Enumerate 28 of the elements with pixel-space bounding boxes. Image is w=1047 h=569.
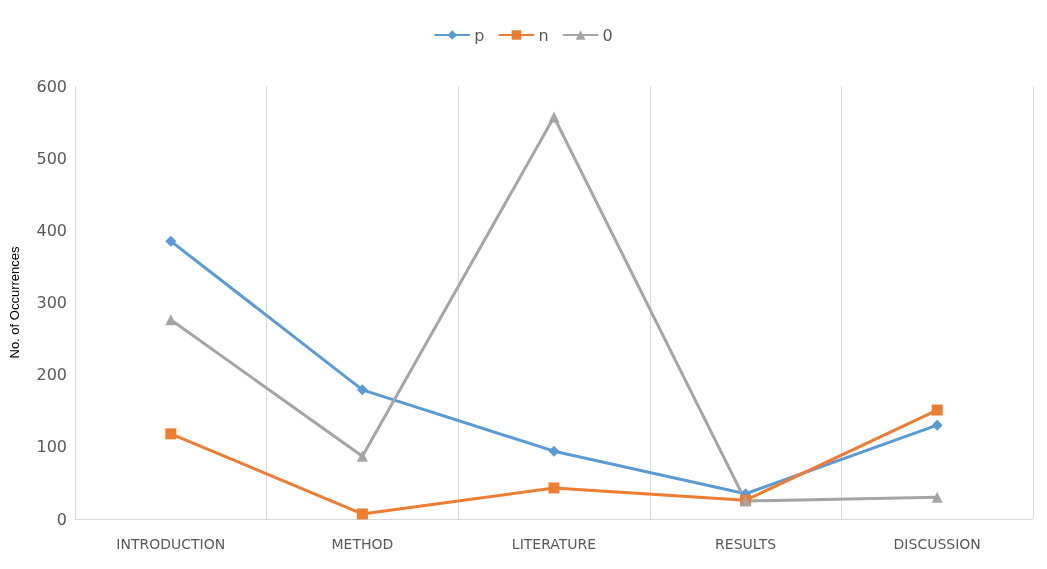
y-tick-label: 600 [36,76,67,96]
point [548,111,560,123]
y-tick-label: 200 [36,365,67,385]
y-tick-label: 100 [36,437,67,457]
y-axis-title: No. of Occurrences [7,246,22,359]
x-tick-label: DISCUSSION [893,536,981,552]
point [165,314,177,326]
y-tick-label: 0 [56,509,67,529]
point [548,445,560,457]
x-tick-label: METHOD [331,536,394,552]
legend-label: p [474,25,485,45]
y-tick-label: 400 [36,220,67,240]
y-tick-label: 300 [36,293,67,312]
legend-label: n [538,25,549,45]
point [356,450,368,462]
point [165,235,177,247]
y-tick-label: 500 [36,148,67,168]
point [931,419,943,431]
x-tick-label: INTRODUCTION [116,536,226,552]
legend-label: 0 [602,25,613,45]
x-tick-label: LITERATURE [511,536,597,552]
x-tick-label: RESULTS [715,536,777,552]
point [931,404,943,416]
point [165,428,177,440]
point [931,491,943,503]
point [356,508,368,520]
point [356,384,368,396]
point [548,482,560,494]
